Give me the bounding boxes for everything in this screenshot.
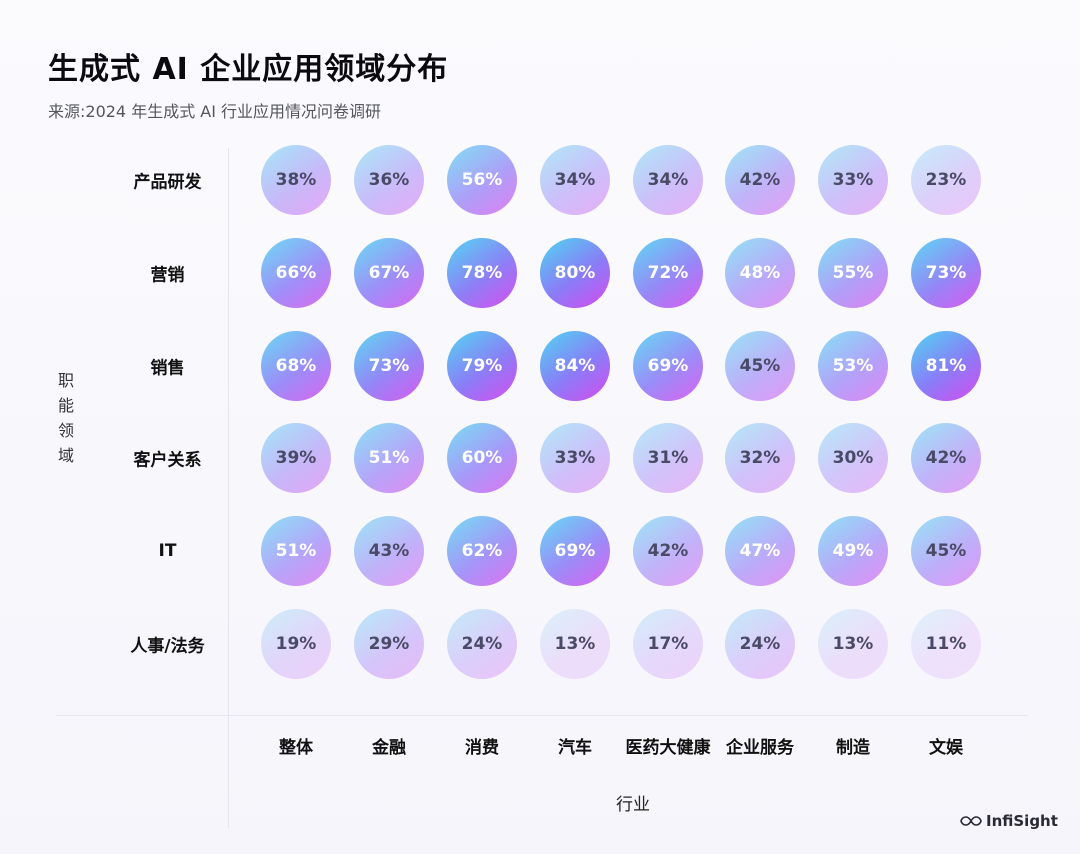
heatmap-cell: 73% <box>354 331 424 401</box>
heatmap-cell: 42% <box>911 423 981 493</box>
heatmap-cell: 17% <box>633 609 703 679</box>
page-title: 生成式 AI 企业应用领域分布 <box>48 52 449 87</box>
heatmap-cell: 49% <box>818 516 888 586</box>
brand-logo: InfiSight <box>960 810 1058 832</box>
heatmap-cell: 62% <box>447 516 517 586</box>
column-label: 企业服务 <box>726 738 794 758</box>
heatmap-cell: 24% <box>725 609 795 679</box>
x-axis-divider <box>56 715 1028 716</box>
heatmap-cell: 55% <box>818 238 888 308</box>
heatmap-cell: 47% <box>725 516 795 586</box>
column-label: 消费 <box>465 738 499 758</box>
heatmap-cell: 38% <box>261 145 331 215</box>
heatmap-cell: 79% <box>447 331 517 401</box>
heatmap-cell: 23% <box>911 145 981 215</box>
heatmap-cell: 56% <box>447 145 517 215</box>
heatmap-cell: 51% <box>261 516 331 586</box>
heatmap-cell: 24% <box>447 609 517 679</box>
heatmap-cell: 48% <box>725 238 795 308</box>
heatmap-cell: 19% <box>261 609 331 679</box>
heatmap-cell: 34% <box>633 145 703 215</box>
heatmap-cell: 69% <box>633 331 703 401</box>
heatmap-cell: 72% <box>633 238 703 308</box>
heatmap-cell: 81% <box>911 331 981 401</box>
heatmap-cell: 33% <box>818 145 888 215</box>
heatmap-cell: 45% <box>911 516 981 586</box>
heatmap-cell: 73% <box>911 238 981 308</box>
heatmap-cell: 34% <box>540 145 610 215</box>
y-axis-title: 职能领域 <box>57 371 74 465</box>
heatmap-cell: 84% <box>540 331 610 401</box>
heatmap-cell: 32% <box>725 423 795 493</box>
column-label: 文娱 <box>929 738 963 758</box>
column-label: 医药大健康 <box>625 738 711 758</box>
heatmap-cell: 60% <box>447 423 517 493</box>
heatmap-cell: 39% <box>261 423 331 493</box>
heatmap-cell: 30% <box>818 423 888 493</box>
heatmap-cell: 33% <box>540 423 610 493</box>
heatmap-cell: 51% <box>354 423 424 493</box>
heatmap-cell: 13% <box>818 609 888 679</box>
heatmap-cell: 67% <box>354 238 424 308</box>
row-label: 营销 <box>150 265 185 286</box>
heatmap-cell: 31% <box>633 423 703 493</box>
brand-name: InfiSight <box>986 812 1058 830</box>
heatmap-cell: 80% <box>540 238 610 308</box>
x-axis-title: 行业 <box>616 795 650 815</box>
heatmap-cell: 42% <box>725 145 795 215</box>
row-label: 人事/法务 <box>130 636 205 657</box>
infinity-icon <box>960 816 982 826</box>
y-axis-divider <box>228 148 229 828</box>
heatmap-cell: 42% <box>633 516 703 586</box>
row-label: 产品研发 <box>133 172 202 193</box>
row-label: 销售 <box>150 358 185 379</box>
heatmap-cell: 69% <box>540 516 610 586</box>
page-subtitle: 来源:2024 年生成式 AI 行业应用情况问卷调研 <box>48 102 382 121</box>
heatmap-cell: 13% <box>540 609 610 679</box>
column-label: 整体 <box>279 738 313 758</box>
column-label: 金融 <box>372 738 406 758</box>
heatmap-cell: 29% <box>354 609 424 679</box>
heatmap-cell: 53% <box>818 331 888 401</box>
heatmap-cell: 11% <box>911 609 981 679</box>
heatmap-cell: 68% <box>261 331 331 401</box>
heatmap-cell: 78% <box>447 238 517 308</box>
heatmap-cell: 43% <box>354 516 424 586</box>
column-label: 汽车 <box>558 738 592 758</box>
heatmap-cell: 66% <box>261 238 331 308</box>
heatmap-cell: 45% <box>725 331 795 401</box>
column-label: 制造 <box>836 738 870 758</box>
heatmap-cell: 36% <box>354 145 424 215</box>
row-label: 客户关系 <box>133 450 202 471</box>
row-label: IT <box>158 541 177 561</box>
